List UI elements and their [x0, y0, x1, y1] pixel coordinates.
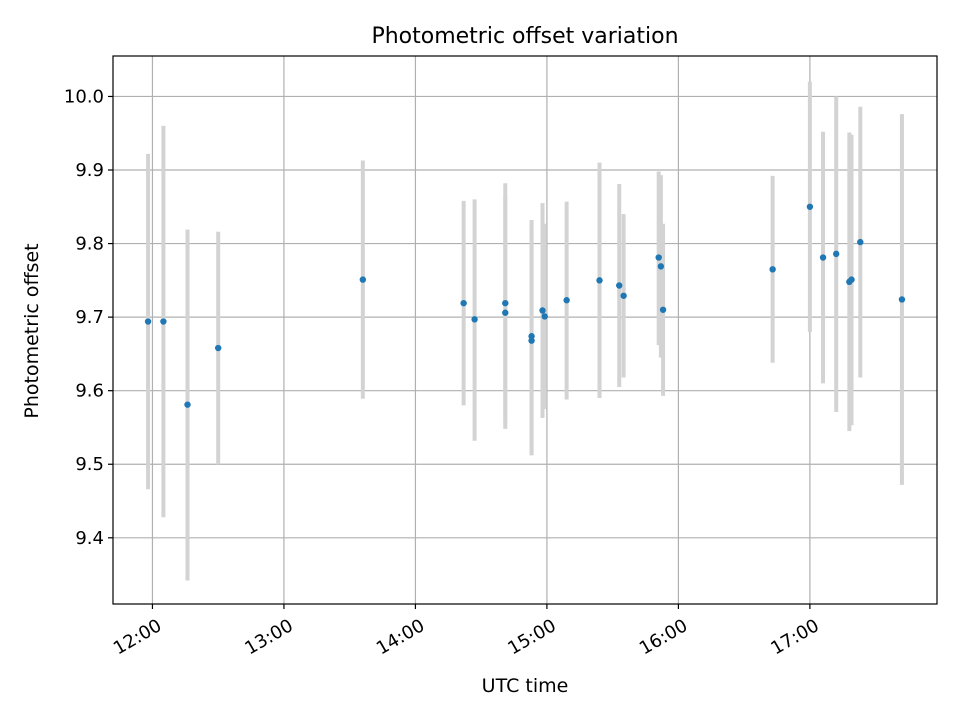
data-point — [528, 337, 535, 344]
data-point — [214, 344, 222, 352]
data-point — [655, 254, 662, 261]
data-point — [471, 316, 478, 323]
y-tick-label: 9.4 — [75, 528, 104, 549]
data-point — [502, 309, 509, 316]
data-point — [539, 307, 546, 314]
data-point — [769, 266, 776, 273]
chart-title: Photometric offset variation — [371, 24, 678, 49]
data-point — [528, 333, 535, 340]
data-point — [563, 297, 570, 304]
y-axis-label: Photometric offset — [21, 243, 43, 418]
data-point — [819, 254, 827, 261]
data-point — [616, 282, 623, 289]
data-point — [659, 306, 667, 313]
data-point — [657, 263, 665, 270]
data-point — [502, 299, 509, 307]
x-axis-label: UTC time — [482, 675, 569, 697]
y-tick-label: 9.5 — [75, 454, 104, 475]
y-tick-label: 9.9 — [75, 160, 104, 181]
data-markers — [144, 203, 906, 408]
data-point — [857, 238, 864, 246]
data-point — [541, 313, 548, 320]
data-point — [620, 292, 627, 299]
data-point — [898, 296, 906, 303]
data-point — [832, 250, 840, 258]
y-tick-label: 9.7 — [75, 307, 104, 328]
y-tick-label: 9.8 — [75, 234, 104, 255]
data-point — [806, 203, 814, 210]
data-point — [460, 299, 467, 307]
y-axis-ticks: 9.4 9.5 9.6 9.7 9.8 9.9 10.0 — [64, 86, 113, 549]
plot-frame — [112, 55, 938, 605]
data-point — [359, 276, 367, 283]
y-tick-label: 10.0 — [64, 86, 104, 107]
y-tick-label: 9.6 — [75, 381, 104, 402]
data-point — [184, 401, 191, 408]
data-point — [596, 277, 603, 284]
data-point — [848, 276, 855, 283]
data-point — [144, 318, 152, 325]
data-point — [160, 318, 167, 325]
